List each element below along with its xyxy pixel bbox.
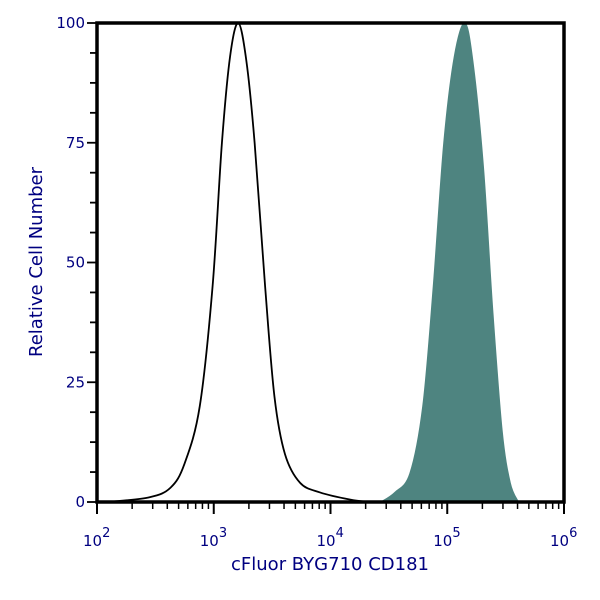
y-tick-label: 100 <box>56 14 85 32</box>
y-axis-title: Relative Cell Number <box>26 166 47 357</box>
y-tick-label: 50 <box>66 254 85 272</box>
y-tick-label: 75 <box>66 134 85 152</box>
x-tick-label: 105 <box>433 526 460 550</box>
filled-histogram <box>379 22 520 503</box>
x-tick-label: 104 <box>317 526 344 550</box>
series-layer <box>108 22 520 503</box>
y-tick-label: 25 <box>66 373 85 391</box>
x-tick-label: 102 <box>83 526 110 550</box>
y-tick-label: 0 <box>75 493 85 511</box>
outline-histogram <box>108 22 371 503</box>
x-tick-label: 106 <box>550 526 577 550</box>
x-tick-label: 103 <box>200 526 227 550</box>
axes: 102 103 104 105 106 0 25 50 75 100 <box>56 14 577 550</box>
x-axis-title: cFluor BYG710 CD181 <box>231 554 429 575</box>
